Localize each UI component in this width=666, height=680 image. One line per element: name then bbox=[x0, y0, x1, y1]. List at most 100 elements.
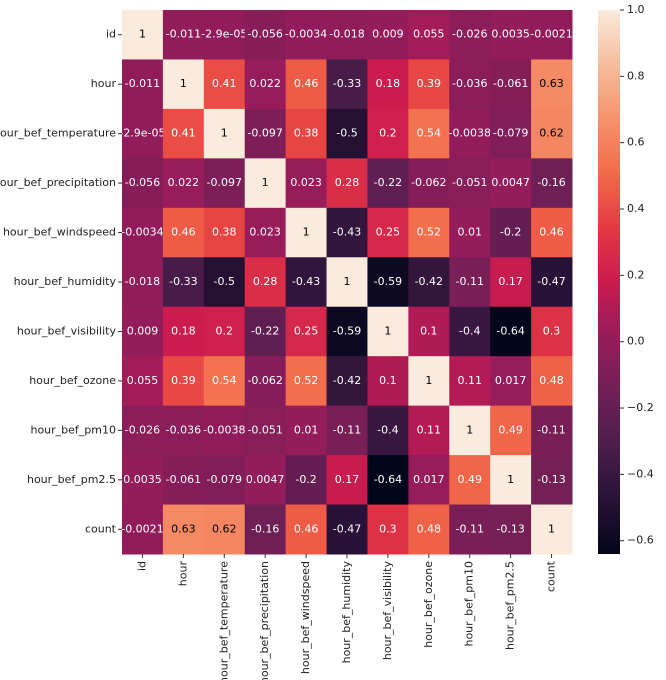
heatmap-cell bbox=[490, 306, 532, 357]
cell-label: 1 bbox=[507, 473, 514, 486]
heatmap-cell bbox=[449, 455, 491, 506]
heatmap-cell bbox=[244, 257, 287, 308]
x-tick-label: hour_bef_humidity bbox=[340, 561, 353, 664]
cell-label: 0.38 bbox=[212, 226, 237, 239]
cell-label: -0.11 bbox=[333, 423, 361, 436]
heatmap-cell bbox=[162, 504, 205, 555]
heatmap-cell bbox=[285, 306, 328, 357]
heatmap-cell bbox=[490, 455, 532, 506]
heatmap-cell bbox=[122, 405, 164, 456]
cell-label: -0.5 bbox=[214, 275, 235, 288]
heatmap-cell bbox=[203, 455, 246, 506]
cell-label: 0.0035 bbox=[123, 473, 162, 486]
cell-label: 1 bbox=[180, 77, 187, 90]
heatmap-cell bbox=[367, 405, 409, 456]
heatmap-cell bbox=[449, 504, 491, 555]
cell-label: 0.11 bbox=[417, 423, 442, 436]
cell-label: 0.17 bbox=[335, 473, 360, 486]
cell-label: 0.009 bbox=[127, 324, 159, 337]
heatmap-cell bbox=[490, 158, 532, 209]
heatmap-cell bbox=[285, 59, 328, 110]
cell-label: 0.46 bbox=[294, 522, 319, 535]
cell-label: 0.1 bbox=[420, 324, 438, 337]
heatmap-cell bbox=[162, 10, 205, 60]
heatmap-cell bbox=[244, 59, 287, 110]
cell-label: 0.62 bbox=[212, 522, 237, 535]
heatmap-cell bbox=[326, 455, 368, 506]
cell-label: -0.018 bbox=[125, 275, 160, 288]
cell-label: 0.48 bbox=[417, 522, 442, 535]
cell-label: -0.59 bbox=[333, 324, 361, 337]
y-tick-label: hour_bef_windspeed bbox=[3, 226, 116, 239]
cell-label: 1 bbox=[344, 275, 351, 288]
heatmap-cell bbox=[367, 108, 409, 159]
colorbar-tick-label: −0.6 bbox=[627, 534, 654, 547]
cell-label: -0.036 bbox=[166, 423, 201, 436]
cell-label: 0.2 bbox=[216, 324, 234, 337]
cell-label: 0.18 bbox=[376, 77, 401, 90]
heatmap-cell bbox=[122, 455, 164, 506]
cell-label: 0.38 bbox=[294, 127, 319, 140]
heatmap-cell bbox=[203, 257, 246, 308]
heatmap-cell bbox=[531, 455, 573, 506]
cell-label: -0.056 bbox=[247, 28, 282, 41]
heatmap-cell bbox=[531, 504, 573, 555]
cell-label: -0.056 bbox=[125, 176, 160, 189]
cell-label: -0.42 bbox=[415, 275, 443, 288]
y-tick-label: hour bbox=[91, 77, 117, 90]
cell-label: 0.39 bbox=[171, 374, 196, 387]
cell-label: 0.11 bbox=[457, 374, 482, 387]
heatmap-cell bbox=[408, 455, 450, 506]
heatmap-cell bbox=[408, 108, 450, 159]
heatmap-cell bbox=[162, 405, 205, 456]
cell-label: -0.079 bbox=[207, 473, 242, 486]
x-tick-label: hour_bef_temperature bbox=[217, 561, 230, 680]
cell-label: -0.22 bbox=[374, 176, 402, 189]
heatmap-cell bbox=[490, 405, 532, 456]
heatmap-cell bbox=[449, 405, 491, 456]
cell-label: -0.33 bbox=[169, 275, 197, 288]
heatmap-cell bbox=[285, 108, 328, 159]
cell-label: 0.3 bbox=[379, 522, 397, 535]
cell-label: 0.0047 bbox=[491, 176, 530, 189]
cell-label: -0.16 bbox=[251, 522, 279, 535]
heatmap-cell bbox=[162, 306, 205, 357]
cell-label: -0.43 bbox=[333, 226, 361, 239]
cell-label: -0.11 bbox=[455, 275, 483, 288]
heatmap-cell bbox=[531, 405, 573, 456]
heatmap-cell bbox=[285, 207, 328, 258]
cell-label: -0.0034 bbox=[121, 226, 163, 239]
heatmap-cell bbox=[531, 59, 573, 110]
heatmap-cell bbox=[162, 257, 205, 308]
heatmap-cell bbox=[244, 504, 287, 555]
cell-label: 0.009 bbox=[372, 28, 404, 41]
cell-label: -0.0021 bbox=[530, 28, 572, 41]
cell-label: 0.0035 bbox=[491, 28, 530, 41]
y-tick-label: count bbox=[85, 522, 117, 535]
cell-label: -0.13 bbox=[537, 473, 565, 486]
heatmap-cell bbox=[244, 356, 287, 407]
colorbar-tick-label: 0.8 bbox=[627, 69, 645, 82]
cell-label: 0.28 bbox=[253, 275, 278, 288]
cell-label: 0.017 bbox=[413, 473, 445, 486]
cell-label: -0.47 bbox=[537, 275, 565, 288]
heatmap-cell bbox=[326, 405, 368, 456]
heatmap-cell bbox=[449, 207, 491, 258]
x-tick-label: hour_bef_windspeed bbox=[299, 561, 312, 674]
heatmap-cell bbox=[285, 504, 328, 555]
heatmap-cell bbox=[203, 207, 246, 258]
cell-label: 0.41 bbox=[212, 77, 237, 90]
cell-label: -0.061 bbox=[166, 473, 201, 486]
heatmap-cell bbox=[490, 504, 532, 555]
heatmap-cell bbox=[490, 59, 532, 110]
cell-label: 0.023 bbox=[290, 176, 322, 189]
heatmap-cell bbox=[285, 455, 328, 506]
heatmap-cell bbox=[285, 158, 328, 209]
cell-label: 0.2 bbox=[379, 127, 397, 140]
heatmap-cell bbox=[244, 207, 287, 258]
heatmap-cell bbox=[367, 207, 409, 258]
heatmap-cell bbox=[122, 306, 164, 357]
cell-label: 0.25 bbox=[294, 324, 319, 337]
cell-label: 0.17 bbox=[498, 275, 523, 288]
cell-label: -0.42 bbox=[333, 374, 361, 387]
